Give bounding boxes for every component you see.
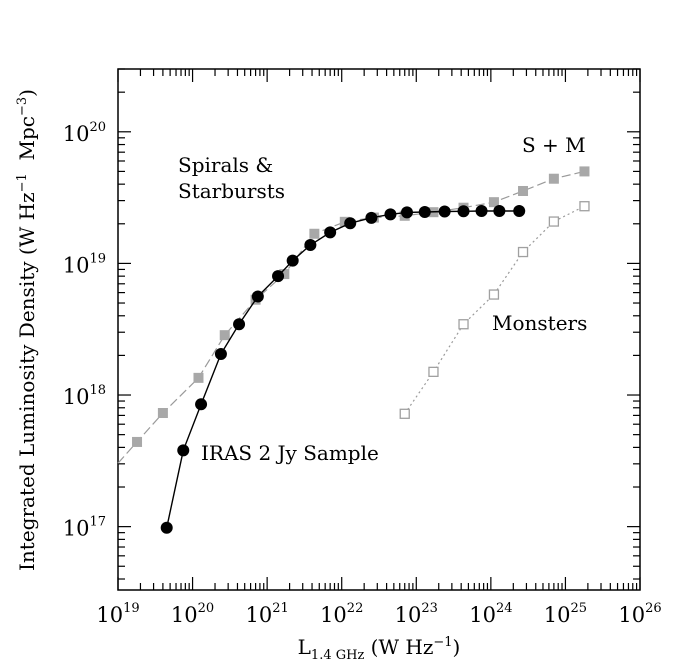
series-monsters [399, 201, 590, 419]
annotation-spirals-line2: Starbursts [178, 179, 285, 203]
point-iras [286, 254, 299, 267]
x-tick-label: 1022 [320, 601, 363, 627]
y-axis-label-mid: Mpc [15, 116, 39, 173]
point-monsters [488, 289, 500, 300]
y-tick-label: 1020 [63, 120, 106, 146]
series-layer [117, 166, 590, 534]
y-axis-label-exp2: −3 [15, 97, 30, 116]
point-monsters [428, 366, 439, 377]
point-monsters [548, 216, 560, 227]
point-monsters [517, 246, 529, 258]
point-sm [548, 173, 559, 184]
minor-ticks [118, 68, 640, 590]
x-axis-label-units: (W Hz [371, 635, 434, 659]
y-tick-label: 1019 [63, 251, 106, 277]
y-axis-label-exp1: −1 [15, 173, 30, 192]
point-iras [457, 205, 470, 218]
plot-frame [117, 68, 641, 591]
y-tick-label: 1018 [63, 383, 106, 409]
x-tick-label: 1019 [96, 601, 139, 627]
point-iras [177, 444, 190, 457]
annotation-spirals-line1: Spirals & [178, 153, 273, 177]
point-iras [304, 238, 317, 251]
point-iras [438, 205, 451, 218]
point-iras [344, 217, 357, 230]
point-iras [418, 205, 431, 218]
y-axis-label-close: ) [15, 89, 39, 97]
point-sm [157, 408, 168, 419]
point-iras [233, 318, 246, 331]
point-iras [400, 206, 413, 219]
point-iras [365, 211, 378, 224]
y-tick-label: 1017 [63, 515, 106, 541]
point-sm [309, 228, 320, 239]
major-ticks [117, 69, 641, 590]
x-tick-label: 1023 [395, 601, 438, 627]
point-sm [488, 197, 499, 208]
series-iras [160, 205, 526, 534]
point-iras [160, 521, 173, 534]
annotation-sm: S + M [522, 133, 586, 157]
x-axis-label-sub: 1.4 GHz [311, 648, 365, 663]
point-iras [493, 205, 506, 218]
point-sm [279, 269, 290, 280]
point-monsters [458, 319, 469, 330]
series-line-sm [117, 170, 585, 464]
x-axis-label-units-exp: −1 [433, 635, 452, 650]
series-line-monsters [404, 205, 585, 415]
point-sm [579, 166, 590, 177]
x-tick-label: 1026 [618, 601, 661, 627]
x-axis-label-base: L [298, 635, 311, 659]
point-iras [513, 205, 526, 218]
point-sm [219, 330, 230, 341]
y-tick-labels: 1017 1018 1019 1020 [63, 120, 106, 541]
point-iras [272, 270, 285, 283]
x-tick-label: 1021 [246, 601, 289, 627]
point-iras [195, 398, 208, 411]
point-sm [132, 436, 143, 447]
series-line-iras [166, 210, 520, 528]
y-axis-label: Integrated Luminosity Density (W Hz−1 Mp… [15, 89, 39, 571]
y-axis-label-text: Integrated Luminosity Density (W Hz [15, 192, 39, 571]
point-iras [384, 208, 397, 221]
x-tick-label: 1020 [171, 601, 214, 627]
annotation-iras: IRAS 2 Jy Sample [201, 441, 379, 465]
x-tick-label: 1025 [544, 601, 587, 627]
point-monsters [399, 408, 410, 419]
annotation-monsters: Monsters [492, 311, 587, 335]
point-iras [214, 347, 227, 360]
point-monsters [579, 201, 590, 212]
point-iras [251, 290, 264, 303]
point-sm [518, 185, 529, 196]
x-axis-label: L1.4 GHz (W Hz−1) [298, 635, 461, 663]
point-iras [324, 226, 337, 239]
x-tick-labels: 1019 1020 1021 1022 1023 1024 1025 1026 [96, 601, 661, 627]
x-axis-label-units-close: ) [453, 635, 461, 659]
x-tick-label: 1024 [469, 601, 512, 627]
point-iras [475, 205, 488, 218]
point-sm [193, 372, 204, 383]
